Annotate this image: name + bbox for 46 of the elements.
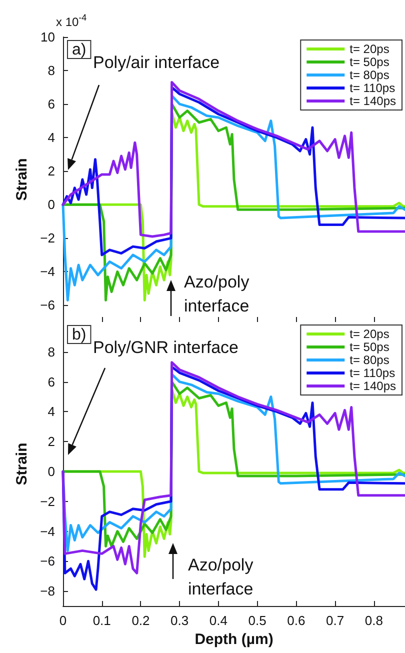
legend-label: t= 140ps	[350, 379, 396, 393]
y-tick-label: 0	[48, 197, 55, 212]
y-tick-label: 6	[48, 374, 55, 390]
y-tick-label: 2	[48, 164, 55, 179]
annotation: Poly/air interface	[93, 53, 220, 72]
x-tick-label: 0.3	[170, 613, 189, 628]
legend-label: t= 110ps	[350, 366, 396, 380]
y-tick-label: 8	[48, 344, 55, 360]
y-tick-label: −8	[40, 584, 55, 599]
annotation: Azo/poly interface	[188, 556, 258, 598]
y-tick-label: 2	[48, 434, 55, 450]
legend-label: t= 50ps	[350, 55, 390, 69]
legend-label: t= 50ps	[350, 340, 390, 354]
x-tick-label: 0	[59, 613, 67, 628]
y-tick-label: −6	[40, 298, 55, 313]
y-tick-label: −4	[40, 264, 55, 280]
legend-label: t= 20ps	[350, 327, 390, 341]
legend-label: t= 80ps	[350, 353, 390, 367]
x-tick-label: 0.2	[132, 613, 150, 628]
annotation: b)	[72, 326, 86, 344]
x-tick-label: 0.1	[92, 613, 111, 628]
annotation: Poly/GNR interface	[93, 338, 238, 357]
y-axis-title: Strain	[13, 158, 30, 201]
y-tick-label: −4	[40, 524, 55, 539]
y-tick-label: 4	[48, 404, 55, 420]
annotation: Azo/poly interface	[184, 272, 254, 316]
y-tick-label: 4	[48, 130, 55, 146]
y-tick-label: 10	[40, 30, 55, 44]
x-tick-label: 0.5	[248, 613, 266, 628]
x-tick-label: 0.6	[287, 613, 306, 628]
x-tick-label: 0.8	[364, 613, 383, 628]
y-tick-label: −2	[40, 494, 55, 509]
y-tick-label: 6	[48, 96, 55, 112]
legend-label: t= 80ps	[350, 68, 390, 82]
y-tick-label: 0	[48, 464, 55, 479]
x-tick-label: 0.4	[209, 613, 228, 628]
y-axis-title: Strain	[13, 442, 30, 486]
legend-label: t= 110ps	[350, 81, 396, 95]
legend-label: t= 20ps	[350, 42, 390, 56]
y-tick-label: −2	[40, 230, 55, 246]
annotation: a)	[72, 42, 86, 58]
y-tick-label: 8	[48, 63, 55, 78]
y-tick-label: −6	[40, 554, 55, 569]
legend-label: t= 140ps	[350, 94, 396, 108]
x-axis-title: Depth (µm)	[194, 630, 274, 648]
x-tick-label: 0.7	[326, 613, 344, 628]
